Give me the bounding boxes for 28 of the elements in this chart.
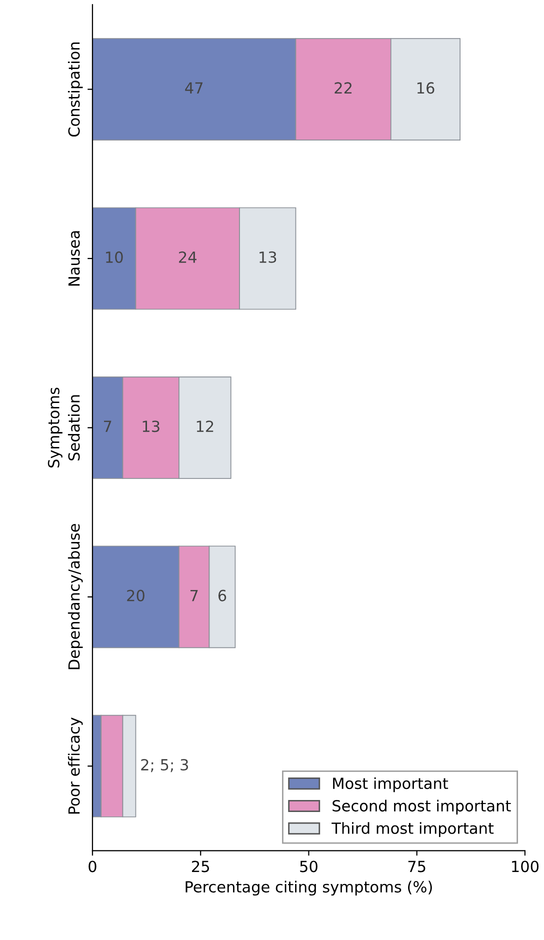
y-tick-label: Constipation <box>68 42 83 137</box>
data-label: 47 <box>185 82 203 94</box>
x-tick-label: 75 <box>408 860 426 872</box>
legend-label: Most important <box>333 777 448 792</box>
x-tick-label: 100 <box>512 860 539 872</box>
data-label: 20 <box>127 590 144 602</box>
legend-label: Second most important <box>332 800 511 815</box>
y-tick-label: Poor efficacy <box>68 718 83 814</box>
x-axis-title: Percentage citing symptoms (%) <box>186 880 432 896</box>
data-label: 7 <box>190 590 198 602</box>
data-label: 13 <box>142 420 160 432</box>
annotation: 2; 5; 3 <box>141 758 188 772</box>
data-label: 6 <box>218 590 226 602</box>
x-tick-label: 25 <box>192 860 209 872</box>
data-label: 7 <box>104 420 112 432</box>
y-tick-label: Sedation <box>68 395 80 460</box>
y-tick-label: Dependancy/abuse <box>68 524 83 670</box>
data-label: 13 <box>260 251 276 263</box>
data-label: 16 <box>417 82 434 94</box>
data-label: 22 <box>334 82 352 94</box>
data-label: 12 <box>196 420 214 432</box>
data-label: 10 <box>106 251 123 263</box>
y-axis-title: Symptoms <box>48 388 62 468</box>
data-label: 24 <box>179 251 196 263</box>
legend-label: Third most important <box>332 822 494 837</box>
x-tick-label: 0 <box>88 860 96 872</box>
y-tick-label: Nausea <box>68 231 80 286</box>
x-tick-label: 50 <box>300 860 318 872</box>
